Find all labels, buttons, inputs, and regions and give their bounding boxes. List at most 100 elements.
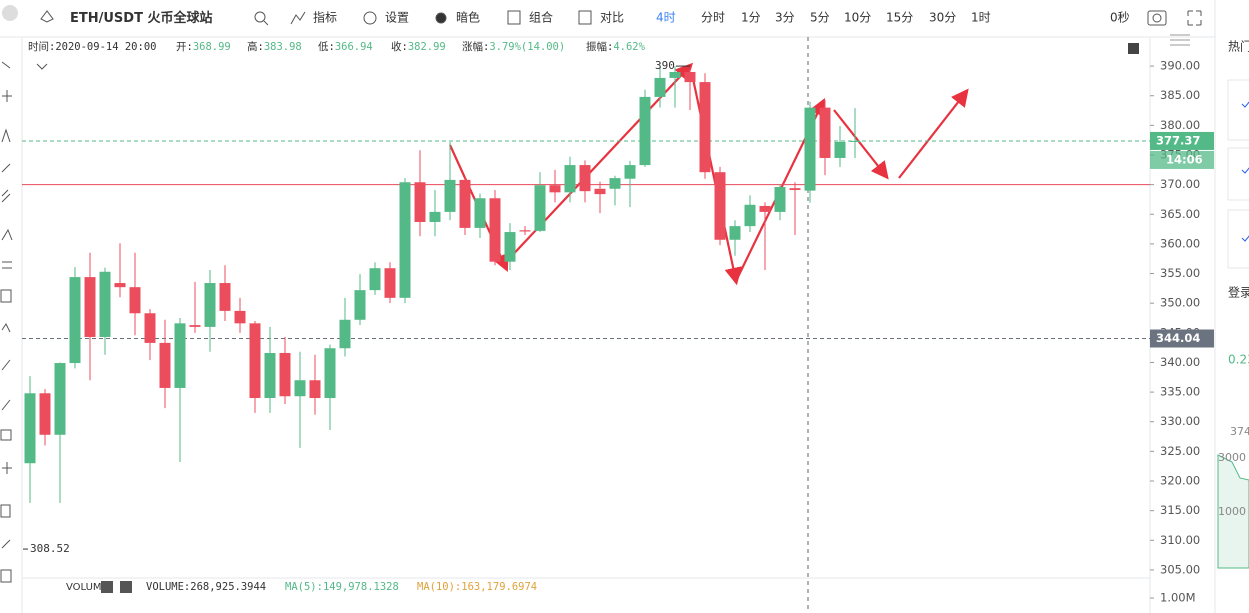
candle-body [714, 172, 726, 240]
y-tick-label: 360.00 [1160, 236, 1200, 250]
y-tick-label: 335.00 [1160, 385, 1200, 399]
toolbar-button[interactable]: 对比 [600, 11, 624, 25]
info-item: 高:383.98 [247, 40, 302, 53]
info-value: 4.62% [613, 41, 645, 53]
price-tag-label: 377.37 [1156, 133, 1200, 147]
candle-body [54, 363, 66, 435]
interval-button[interactable]: 分时 [701, 11, 725, 25]
y-tick-label: 365.00 [1160, 207, 1200, 221]
volume-title: VOLUME [66, 582, 108, 593]
y-tick-label: 325.00 [1160, 444, 1200, 458]
info-label: 开: [176, 41, 193, 53]
candle-body [204, 283, 216, 327]
candle-body [804, 107, 816, 191]
candle-body [519, 230, 531, 232]
candle-body [789, 188, 801, 190]
left-toolbar[interactable] [0, 61, 13, 583]
symbol[interactable]: ETH/USDT 火币全球站 [70, 10, 213, 26]
candle-body [534, 185, 546, 231]
y-tick-label: 330.00 [1160, 414, 1200, 428]
y-tick-label: 370.00 [1160, 177, 1200, 191]
sidebar-cards [1217, 79, 1249, 569]
candle-body [294, 380, 306, 397]
candle-body [819, 107, 831, 158]
interval-button[interactable]: 1时 [971, 11, 991, 25]
info-label: 时间: [28, 40, 55, 53]
candle-body [219, 283, 231, 311]
volume-value: 149,978.1328 [323, 581, 399, 593]
volume-icons[interactable] [101, 581, 132, 593]
sidebar-label: 1000 [1218, 505, 1246, 518]
price-tag [1150, 131, 1214, 150]
sidebar-login[interactable]: 登录 [1228, 285, 1249, 300]
interval-button[interactable]: 3分 [775, 11, 795, 25]
symbol-exchange: 火币全球站 [148, 10, 213, 26]
candle-body [339, 319, 351, 349]
candle-body [399, 182, 411, 298]
time-tag [1150, 150, 1214, 169]
y-tick-label: 340.00 [1160, 355, 1200, 369]
interval-button[interactable]: 10分 [844, 11, 871, 25]
y-tick-label: 310.00 [1160, 533, 1200, 547]
volume-value: 163,179.6974 [461, 581, 537, 593]
candle-body [174, 323, 186, 388]
candle-body [684, 72, 696, 83]
info-label: 收: [391, 40, 408, 53]
volume-label: VOLUME: [146, 581, 190, 593]
candle-body [654, 77, 666, 97]
candle-body [474, 198, 486, 228]
sidebar-label: 374 [1230, 425, 1249, 438]
candle-body [594, 188, 606, 195]
candle-body [129, 287, 141, 314]
candle-body [504, 232, 516, 262]
candle-body [774, 187, 786, 212]
candle-body [189, 325, 201, 327]
volume-label: MA(5): [285, 581, 323, 593]
candle-body [459, 179, 471, 228]
sidebar-label: 3000 [1218, 451, 1246, 464]
candle-body [564, 165, 576, 193]
candle-body [549, 185, 561, 193]
interval-button[interactable]: 1分 [741, 11, 761, 25]
candle-body [744, 204, 756, 227]
toolbar-button[interactable]: 暗色 [456, 10, 480, 25]
info-label: 高: [247, 40, 264, 53]
info-item: 开:368.99 [176, 41, 231, 53]
volume-label: MA(10): [417, 581, 461, 593]
candle-body [834, 141, 846, 158]
candle-body [849, 140, 861, 142]
info-value: 3.79%(14.00) [489, 41, 565, 53]
volume-tick-label: 1.00M [1160, 591, 1196, 605]
candle-body [669, 72, 681, 78]
toolbar-button[interactable]: 组合 [529, 10, 553, 25]
price-tag [1150, 329, 1214, 348]
interval-button[interactable]: 15分 [886, 11, 913, 25]
high-label: 390 [655, 59, 675, 72]
toolbar-button[interactable]: 指标 [313, 10, 337, 25]
sidebar-change: 0.23 [1228, 353, 1249, 367]
info-item: 收:382.99 [391, 40, 446, 53]
candle-body [729, 226, 741, 240]
candle-body [444, 179, 456, 212]
countdown: 0秒 [1110, 11, 1130, 25]
candle-body [369, 268, 381, 291]
interval-button[interactable]: 5分 [810, 11, 830, 25]
candle-body [309, 380, 321, 399]
y-tick-label: 350.00 [1160, 296, 1200, 310]
candle-body [324, 348, 336, 399]
candle-body [99, 271, 111, 337]
info-value: 382.99 [408, 41, 446, 53]
volume-value: 268,925.3944 [190, 581, 266, 593]
y-tick-label: 355.00 [1160, 266, 1200, 280]
candle-body [264, 352, 276, 399]
volume-item: VOLUME:268,925.3944 [146, 581, 266, 593]
interval-button[interactable]: 4时 [656, 11, 676, 25]
candle-body [579, 165, 591, 192]
info-label: 涨幅: [462, 40, 489, 53]
info-value: 2020-09-14 20:00 [55, 41, 156, 53]
toolbar-button[interactable]: 设置 [385, 11, 409, 25]
interval-button[interactable]: 30分 [929, 11, 956, 25]
y-tick-label: 320.00 [1160, 474, 1200, 488]
low-label: 308.52 [30, 542, 70, 555]
